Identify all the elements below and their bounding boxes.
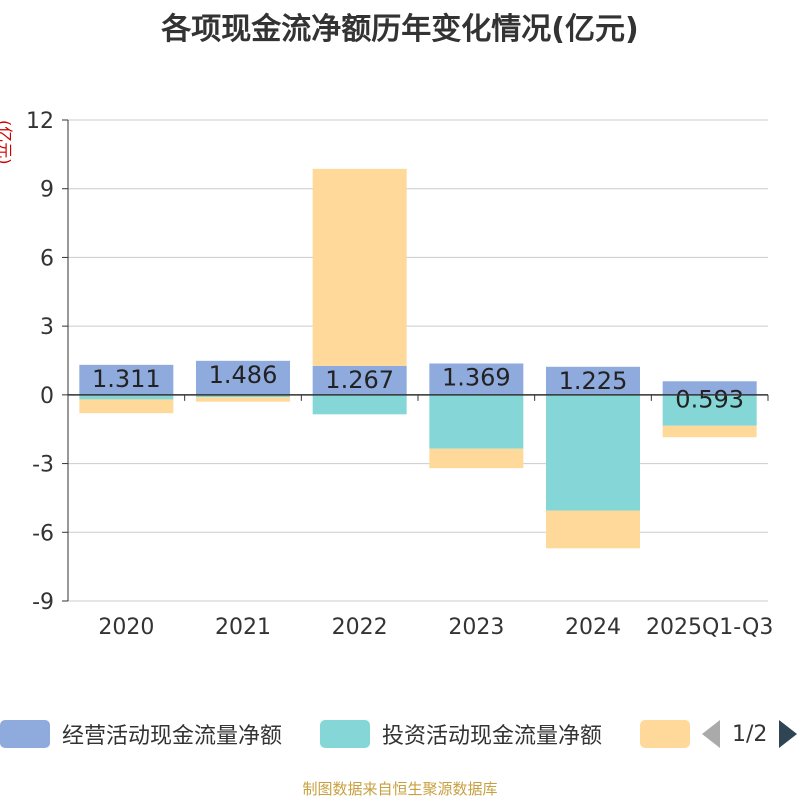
legend-label-operating: 经营活动现金流量净额: [62, 724, 283, 749]
x-tick-label: 2024: [565, 615, 621, 640]
y-tick-label: 3: [40, 315, 54, 340]
y-tick-label: 9: [40, 178, 54, 203]
x-tick-label: 2023: [448, 615, 504, 640]
legend-item-investing[interactable]: 投资活动现金流量净额: [320, 716, 602, 752]
bar-investing-2025Q1-Q3[interactable]: [662, 394, 757, 426]
bar-financing-2025Q1-Q3[interactable]: [662, 425, 757, 438]
legend-swatch-operating: [0, 720, 50, 748]
x-tick-label: 2025Q1-Q3: [646, 615, 773, 640]
data-label-2021: 1.486: [209, 361, 278, 389]
legend-next-page-icon[interactable]: [779, 720, 798, 748]
bar-operating-2023[interactable]: [429, 363, 524, 395]
bar-investing-2020[interactable]: [79, 394, 174, 400]
data-label-2024: 1.225: [559, 367, 628, 395]
bar-operating-2021[interactable]: [196, 360, 290, 395]
bar-investing-2023[interactable]: [429, 394, 524, 449]
legend-swatch-investing: [320, 720, 370, 748]
bar-financing-2024[interactable]: [546, 510, 640, 549]
legend-item-operating[interactable]: 经营活动现金流量净额: [0, 716, 282, 752]
bar-financing-2021[interactable]: [196, 397, 290, 402]
bar-financing-2020[interactable]: [79, 399, 174, 414]
cash-flow-chart: 12 9 6 3 0 -3 -6 -9 1.311 2020 1.486 2021 1.267 2022 1…: [26, 109, 773, 640]
chart-title: 各项现金流净额历年变化情况(亿元): [161, 12, 639, 47]
bar-operating-2024[interactable]: [546, 366, 640, 395]
data-label-2020: 1.311: [92, 365, 161, 393]
y-tick-label: -9: [32, 590, 54, 615]
legend-label-investing: 投资活动现金流量净额: [382, 724, 603, 749]
legend-page-indicator: 1/2: [732, 721, 768, 747]
x-tick-label: 2020: [98, 615, 154, 640]
legend-prev-page-icon[interactable]: [702, 720, 720, 748]
bar-operating-2022[interactable]: [312, 365, 407, 395]
data-source-note: 制图数据来自恒生聚源数据库: [302, 780, 498, 798]
x-tick-label: 2021: [215, 615, 271, 640]
y-tick-label: 0: [40, 384, 54, 409]
bar-operating-2020[interactable]: [79, 364, 174, 395]
y-tick-label: -6: [32, 521, 54, 546]
bar-investing-2024[interactable]: [546, 394, 640, 511]
data-label-2023: 1.369: [442, 364, 511, 392]
x-tick-label: 2022: [332, 615, 388, 640]
legend-item-financing[interactable]: [640, 716, 690, 752]
bar-investing-2022[interactable]: [312, 394, 407, 415]
data-label-2025Q1-Q3: 0.593: [675, 385, 744, 413]
bar-operating-2025Q1-Q3[interactable]: [662, 381, 757, 395]
bar-investing-2021[interactable]: [196, 394, 290, 398]
legend-swatch-financing: [640, 720, 690, 748]
bar-financing-2022[interactable]: [312, 168, 407, 366]
legend-pager: 1/2: [702, 716, 798, 752]
y-tick-label: -3: [32, 453, 54, 478]
legend: 经营活动现金流量净额 投资活动现金流量净额 1/2: [0, 716, 800, 752]
y-tick-label: 12: [26, 109, 54, 134]
data-label-2022: 1.267: [325, 366, 394, 394]
y-tick-label: 6: [40, 246, 54, 271]
bar-financing-2023[interactable]: [429, 448, 524, 469]
